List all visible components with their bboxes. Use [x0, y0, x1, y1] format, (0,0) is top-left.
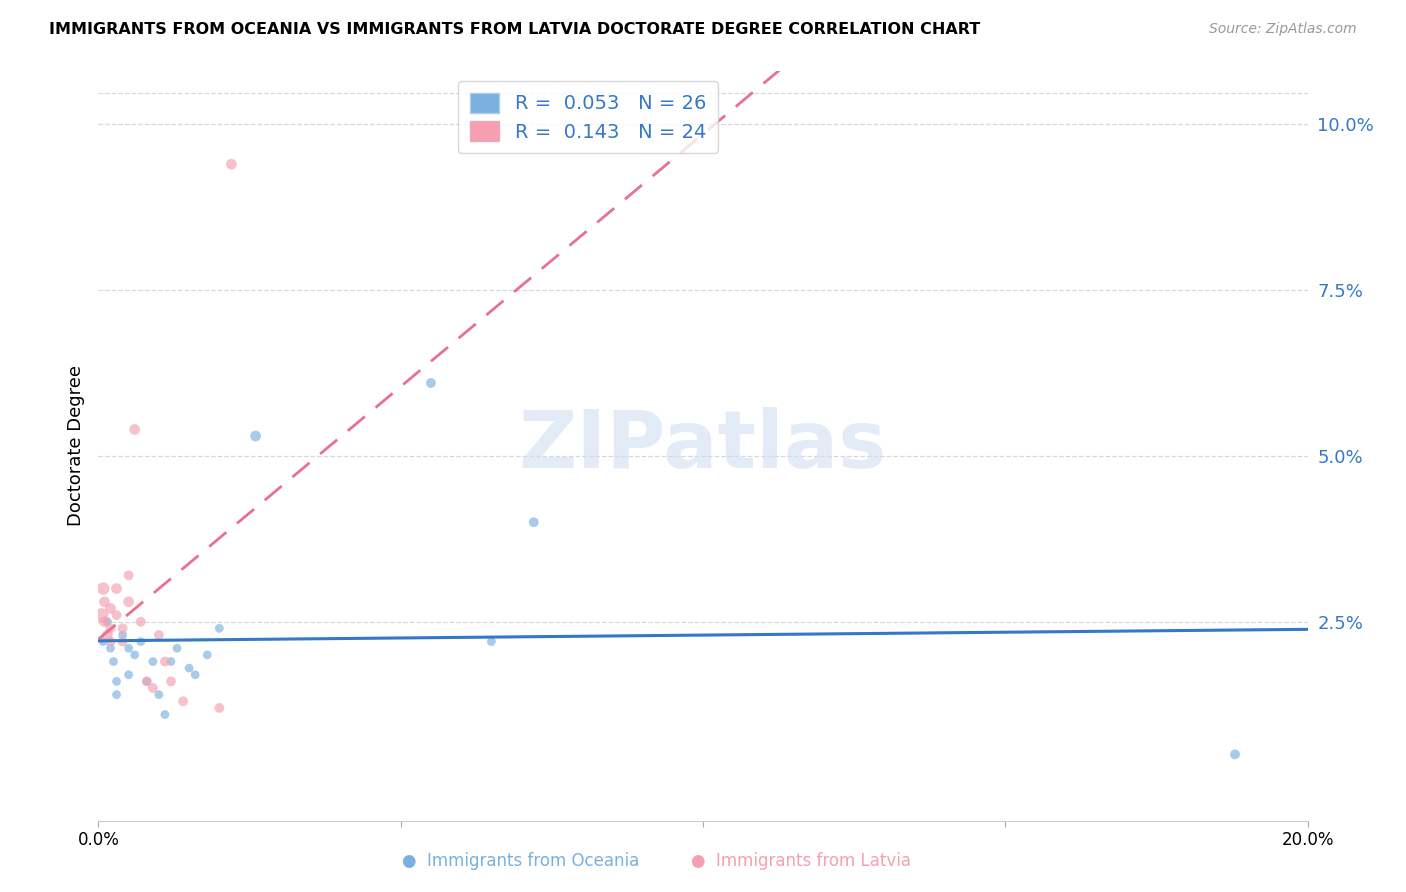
Text: Source: ZipAtlas.com: Source: ZipAtlas.com	[1209, 22, 1357, 37]
Y-axis label: Doctorate Degree: Doctorate Degree	[66, 366, 84, 526]
Point	[93, 595, 115, 609]
Point	[245, 429, 267, 443]
Text: ●  Immigrants from Oceania: ● Immigrants from Oceania	[402, 852, 638, 870]
Point	[111, 621, 134, 635]
Point	[420, 376, 443, 390]
Text: ZIPatlas: ZIPatlas	[519, 407, 887, 485]
Point	[142, 681, 165, 695]
Point	[90, 608, 112, 623]
Point	[523, 515, 546, 529]
Point	[195, 648, 218, 662]
Point	[100, 621, 122, 635]
Point	[105, 674, 128, 689]
Point	[135, 674, 157, 689]
Point	[124, 422, 146, 436]
Point	[100, 634, 122, 648]
Point	[118, 667, 141, 681]
Point	[160, 674, 183, 689]
Point	[100, 601, 122, 615]
Text: IMMIGRANTS FROM OCEANIA VS IMMIGRANTS FROM LATVIA DOCTORATE DEGREE CORRELATION C: IMMIGRANTS FROM OCEANIA VS IMMIGRANTS FR…	[49, 22, 980, 37]
Point	[148, 628, 170, 642]
Point	[1223, 747, 1246, 762]
Point	[93, 615, 115, 629]
Point	[208, 701, 231, 715]
Point	[105, 582, 128, 596]
Point	[153, 707, 176, 722]
Point	[172, 694, 194, 708]
Legend: R =  0.053   N = 26, R =  0.143   N = 24: R = 0.053 N = 26, R = 0.143 N = 24	[458, 81, 718, 153]
Point	[135, 674, 157, 689]
Point	[118, 568, 141, 582]
Point	[124, 648, 146, 662]
Point	[111, 628, 134, 642]
Point	[153, 655, 176, 669]
Point	[111, 634, 134, 648]
Point	[91, 634, 114, 648]
Point	[208, 621, 231, 635]
Point	[105, 608, 128, 623]
Text: ●  Immigrants from Latvia: ● Immigrants from Latvia	[692, 852, 911, 870]
Point	[118, 595, 141, 609]
Point	[96, 628, 118, 642]
Point	[166, 641, 188, 656]
Point	[129, 634, 152, 648]
Point	[142, 655, 165, 669]
Point	[179, 661, 201, 675]
Point	[148, 688, 170, 702]
Point	[91, 582, 114, 596]
Point	[103, 655, 125, 669]
Point	[481, 634, 503, 648]
Point	[100, 641, 122, 656]
Point	[129, 615, 152, 629]
Point	[118, 641, 141, 656]
Point	[184, 667, 207, 681]
Point	[105, 688, 128, 702]
Point	[221, 157, 243, 171]
Point	[96, 615, 118, 629]
Point	[160, 655, 183, 669]
